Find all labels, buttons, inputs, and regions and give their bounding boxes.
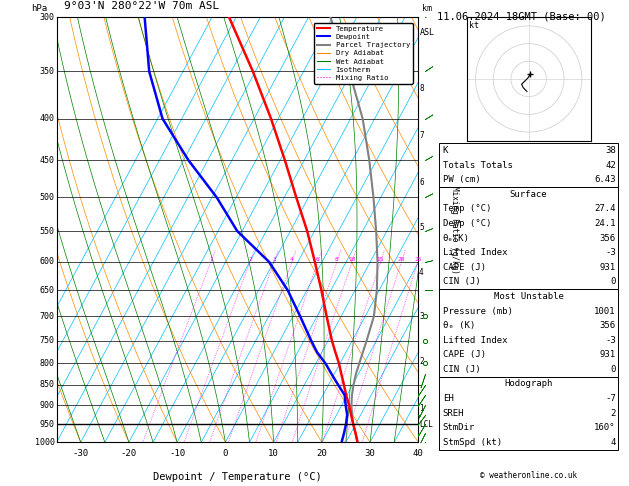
Text: -30: -30: [73, 449, 89, 458]
Text: CIN (J): CIN (J): [443, 278, 481, 286]
Text: 20: 20: [398, 257, 405, 262]
Text: 24.1: 24.1: [594, 219, 616, 228]
Text: 4: 4: [290, 257, 294, 262]
Text: -7: -7: [605, 394, 616, 403]
Text: 931: 931: [599, 350, 616, 359]
Text: EH: EH: [443, 394, 454, 403]
Text: 450: 450: [40, 156, 55, 165]
Text: Dewp (°C): Dewp (°C): [443, 219, 491, 228]
Text: 38: 38: [605, 146, 616, 155]
Text: 0: 0: [610, 365, 616, 374]
Text: SREH: SREH: [443, 409, 464, 417]
Text: hPa: hPa: [31, 4, 47, 13]
Text: 20: 20: [316, 449, 327, 458]
Text: Hodograph: Hodograph: [504, 380, 553, 388]
Text: 3: 3: [272, 257, 276, 262]
Text: © weatheronline.co.uk: © weatheronline.co.uk: [480, 471, 577, 480]
Text: 1: 1: [209, 257, 213, 262]
Text: 25: 25: [414, 257, 421, 262]
Text: 550: 550: [40, 226, 55, 236]
Text: 42: 42: [605, 161, 616, 170]
Text: 10: 10: [268, 449, 279, 458]
Text: 0: 0: [610, 278, 616, 286]
Text: Lifted Index: Lifted Index: [443, 336, 508, 345]
Text: 27.4: 27.4: [594, 205, 616, 213]
Text: CAPE (J): CAPE (J): [443, 263, 486, 272]
Text: 4: 4: [419, 268, 424, 277]
Text: kt: kt: [469, 21, 479, 30]
Text: CAPE (J): CAPE (J): [443, 350, 486, 359]
Text: K: K: [443, 146, 448, 155]
Text: km: km: [422, 4, 432, 13]
Text: 11.06.2024 18GMT (Base: 00): 11.06.2024 18GMT (Base: 00): [437, 12, 606, 22]
Text: 931: 931: [599, 263, 616, 272]
Text: StmDir: StmDir: [443, 423, 475, 432]
Text: 650: 650: [40, 286, 55, 295]
Text: Surface: Surface: [510, 190, 547, 199]
Text: 950: 950: [40, 419, 55, 429]
Text: PW (cm): PW (cm): [443, 175, 481, 184]
Text: 750: 750: [40, 336, 55, 345]
Text: 700: 700: [40, 312, 55, 321]
Text: Dewpoint / Temperature (°C): Dewpoint / Temperature (°C): [153, 472, 322, 482]
Text: 15: 15: [377, 257, 384, 262]
Legend: Temperature, Dewpoint, Parcel Trajectory, Dry Adiabat, Wet Adiabat, Isotherm, Mi: Temperature, Dewpoint, Parcel Trajectory…: [314, 23, 413, 84]
Text: -10: -10: [169, 449, 185, 458]
Text: 900: 900: [40, 400, 55, 410]
Text: Lifted Index: Lifted Index: [443, 248, 508, 257]
Text: ASL: ASL: [420, 28, 435, 36]
Text: 1001: 1001: [594, 307, 616, 315]
Text: LCL: LCL: [419, 419, 433, 429]
Text: 160°: 160°: [594, 423, 616, 432]
Text: 3: 3: [419, 312, 424, 321]
Text: -3: -3: [605, 248, 616, 257]
Text: 7: 7: [419, 131, 424, 140]
Text: 800: 800: [40, 359, 55, 368]
Text: 9°03'N 280°22'W 70m ASL: 9°03'N 280°22'W 70m ASL: [64, 0, 219, 11]
Text: 5: 5: [419, 224, 424, 232]
Text: 1: 1: [419, 404, 424, 413]
Text: 30: 30: [365, 449, 376, 458]
Text: Mixing Ratio (g/kg): Mixing Ratio (g/kg): [450, 186, 459, 274]
Text: Most Unstable: Most Unstable: [494, 292, 564, 301]
Text: 6: 6: [419, 178, 424, 187]
Text: Pressure (mb): Pressure (mb): [443, 307, 513, 315]
Text: Temp (°C): Temp (°C): [443, 205, 491, 213]
Text: Totals Totals: Totals Totals: [443, 161, 513, 170]
Text: -20: -20: [121, 449, 137, 458]
Text: 2: 2: [610, 409, 616, 417]
Text: 300: 300: [40, 13, 55, 21]
Text: CIN (J): CIN (J): [443, 365, 481, 374]
Text: 600: 600: [40, 257, 55, 266]
Text: 4: 4: [610, 438, 616, 447]
Text: 2: 2: [248, 257, 252, 262]
Text: 8: 8: [419, 84, 424, 93]
Text: 850: 850: [40, 381, 55, 389]
Text: 500: 500: [40, 193, 55, 202]
Text: 10: 10: [348, 257, 356, 262]
Text: 40: 40: [413, 449, 424, 458]
Text: 6.43: 6.43: [594, 175, 616, 184]
Text: 1000: 1000: [35, 438, 55, 447]
Text: 2: 2: [419, 357, 424, 366]
Text: 356: 356: [599, 321, 616, 330]
Text: 6: 6: [316, 257, 320, 262]
Text: -3: -3: [605, 336, 616, 345]
Text: StmSpd (kt): StmSpd (kt): [443, 438, 502, 447]
Text: 0: 0: [223, 449, 228, 458]
Text: θₑ (K): θₑ (K): [443, 321, 475, 330]
Text: 356: 356: [599, 234, 616, 243]
Text: 8: 8: [335, 257, 339, 262]
Text: 350: 350: [40, 67, 55, 76]
Text: 400: 400: [40, 114, 55, 123]
Text: θₑ(K): θₑ(K): [443, 234, 470, 243]
